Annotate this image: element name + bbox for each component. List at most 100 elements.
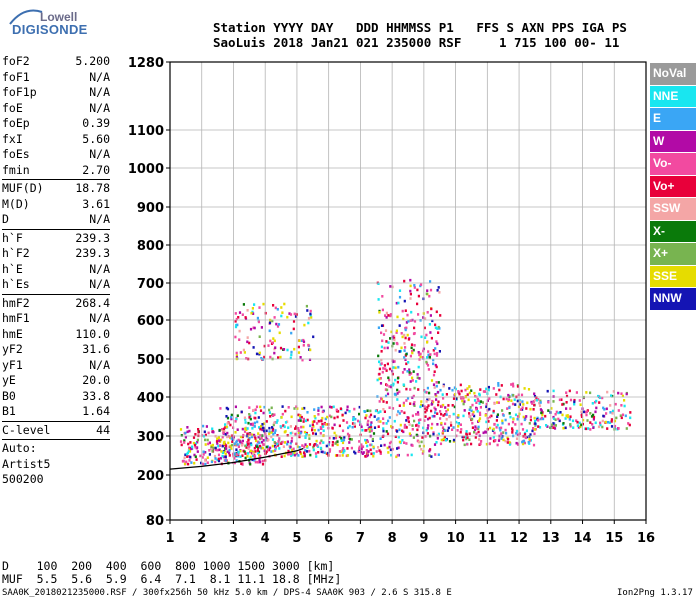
echo-point xyxy=(539,417,542,421)
echo-point xyxy=(349,437,352,441)
echo-point xyxy=(378,367,381,371)
echo-point xyxy=(495,419,498,422)
echo-point xyxy=(376,378,379,382)
echo-point xyxy=(534,422,537,425)
echo-point xyxy=(492,436,495,439)
echo-point xyxy=(204,462,207,466)
echo-point xyxy=(538,401,541,405)
echo-point xyxy=(224,443,227,447)
echo-point xyxy=(202,462,205,466)
echo-point xyxy=(194,445,197,449)
echo-point xyxy=(534,419,537,423)
echo-point xyxy=(496,443,499,447)
echo-point xyxy=(269,446,272,450)
x-tick-label: 11 xyxy=(478,531,496,546)
echo-point xyxy=(554,413,557,416)
param-value: 239.3 xyxy=(75,246,110,260)
echo-point xyxy=(316,444,319,447)
echo-point xyxy=(466,436,469,439)
echo-point xyxy=(268,432,271,436)
echo-point xyxy=(259,437,262,441)
echo-point xyxy=(221,451,224,454)
echo-point xyxy=(442,414,445,417)
echo-point xyxy=(537,419,540,422)
echo-point xyxy=(328,414,331,418)
x-tick-label: 12 xyxy=(510,531,528,546)
echo-point xyxy=(478,411,482,415)
echo-point xyxy=(390,385,393,389)
echo-point xyxy=(409,402,412,405)
echo-point xyxy=(351,425,354,429)
echo-point xyxy=(391,372,394,376)
echo-point xyxy=(317,409,320,412)
param-separator xyxy=(2,179,110,180)
echo-point xyxy=(477,427,480,430)
echo-point xyxy=(251,307,254,310)
echo-point xyxy=(237,445,240,449)
echo-point xyxy=(249,417,252,421)
echo-point xyxy=(614,402,617,406)
echo-point xyxy=(479,442,482,446)
echo-point xyxy=(425,333,428,337)
echo-point xyxy=(282,348,286,351)
echo-point xyxy=(395,301,398,305)
echo-point xyxy=(440,438,443,442)
echo-point xyxy=(249,414,252,418)
echo-point xyxy=(443,435,446,439)
echo-point xyxy=(478,417,482,420)
echo-point xyxy=(334,442,337,445)
echo-point xyxy=(448,415,451,419)
echo-point xyxy=(411,414,414,418)
echo-point xyxy=(354,417,357,421)
echo-point xyxy=(256,460,259,464)
echo-point xyxy=(589,412,592,415)
echo-point xyxy=(297,413,300,417)
echo-point xyxy=(547,400,550,404)
echo-point xyxy=(377,354,380,358)
param-separator xyxy=(2,439,110,440)
echo-point xyxy=(256,443,259,447)
echo-point xyxy=(345,421,349,424)
echo-point xyxy=(420,403,423,407)
echo-point xyxy=(420,283,423,286)
parameter-panel: foF2 5.200 foF1 N/A foF1p N/A foE N/A foEp 0.39 fx… xyxy=(2,54,110,488)
echo-point xyxy=(411,350,414,353)
param-label: hmF1 xyxy=(2,311,30,325)
echo-point xyxy=(321,410,324,414)
echo-point xyxy=(511,402,515,406)
echo-point xyxy=(601,396,604,400)
echo-point xyxy=(398,324,401,327)
echo-point xyxy=(305,304,308,308)
param-label: C-level xyxy=(2,422,51,437)
echo-point xyxy=(413,419,416,423)
echo-point xyxy=(561,413,564,417)
echo-point xyxy=(582,418,585,422)
echo-point xyxy=(251,452,255,455)
echo-point xyxy=(425,428,428,432)
echo-point xyxy=(518,432,521,435)
echo-point xyxy=(476,410,479,413)
echo-point xyxy=(537,398,540,401)
echo-point xyxy=(427,350,430,353)
echo-point xyxy=(294,427,297,430)
echo-point xyxy=(496,413,499,416)
echo-point xyxy=(184,431,187,435)
echo-point xyxy=(552,400,555,403)
echo-point xyxy=(346,432,350,436)
param-value: 5.200 xyxy=(75,54,110,68)
echo-point xyxy=(523,418,526,422)
echo-point xyxy=(421,452,424,455)
echo-point xyxy=(528,422,531,425)
echo-point xyxy=(398,404,401,407)
echo-point xyxy=(474,436,477,439)
echo-point xyxy=(629,416,632,420)
echo-point xyxy=(385,311,388,315)
echo-point xyxy=(309,309,312,313)
param-note: Artist5 xyxy=(2,456,51,471)
param-value: 1.64 xyxy=(82,404,110,418)
echo-point xyxy=(463,409,466,412)
echo-point xyxy=(338,454,341,457)
echo-point xyxy=(185,460,188,464)
echo-point xyxy=(405,352,408,356)
echo-point xyxy=(409,278,412,282)
